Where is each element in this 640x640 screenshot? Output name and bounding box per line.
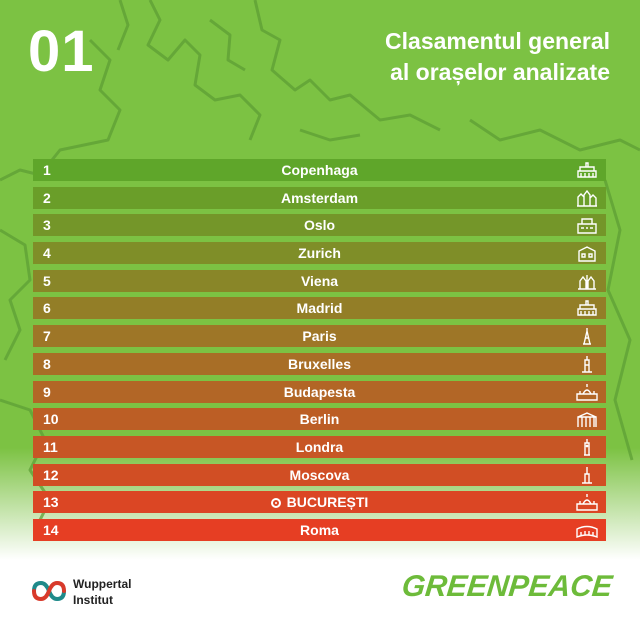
rank-number: 8 bbox=[43, 355, 51, 372]
eiffel-tower-icon bbox=[583, 328, 591, 345]
brandenburg-gate-icon bbox=[577, 412, 597, 428]
ranking-row: 12 Moscova bbox=[33, 463, 606, 486]
rank-number: 2 bbox=[43, 189, 51, 206]
city-name-cell: Budapesta bbox=[33, 384, 606, 400]
city-name-cell: Bruxelles bbox=[33, 356, 606, 372]
city-name-cell: Berlin bbox=[33, 411, 606, 427]
canal-houses-icon bbox=[577, 189, 597, 207]
ranking-row: 4 Zurich bbox=[33, 242, 606, 265]
ranking-row: 8 Bruxelles bbox=[33, 352, 606, 375]
city-name-cell: Roma bbox=[33, 522, 606, 538]
wuppertal-name: Wuppertal bbox=[73, 577, 132, 591]
rank-number: 6 bbox=[43, 300, 51, 317]
rank-number: 10 bbox=[43, 411, 59, 428]
city-name: Viena bbox=[300, 272, 339, 289]
rank-number: 11 bbox=[43, 438, 58, 455]
city-name: Copenhaga bbox=[281, 162, 358, 178]
ranking-table: 1 Copenhaga 2 Amsterdam 3 Oslo 4 Zurich 5 Viena 6 M… bbox=[33, 159, 606, 547]
footer bbox=[0, 560, 640, 640]
city-name-cell: Londra bbox=[33, 439, 606, 455]
ranking-row: 11 Londra bbox=[33, 435, 606, 458]
city-name: Londra bbox=[295, 438, 344, 455]
city-name-cell: Amsterdam bbox=[33, 190, 606, 206]
city-name-cell: BUCUREȘTI bbox=[33, 494, 606, 510]
title-line-2: al orașelor analizate bbox=[390, 59, 610, 85]
ranking-row: 2 Amsterdam bbox=[33, 186, 606, 209]
ranking-row: 9 Budapesta bbox=[33, 380, 606, 403]
rank-number: 5 bbox=[43, 272, 51, 289]
city-name-cell: Copenhaga bbox=[33, 162, 606, 178]
palace-icon bbox=[577, 300, 597, 317]
city-name: Bruxelles bbox=[287, 355, 352, 372]
rank-number: 13 bbox=[43, 494, 59, 511]
wuppertal-logo-icon bbox=[32, 580, 66, 602]
europe-map-outline bbox=[0, 0, 640, 531]
city-hall-icon bbox=[577, 218, 597, 235]
ranking-row: 1 Copenhaga bbox=[33, 159, 606, 181]
greenpeace-logo: GREENPEACE bbox=[400, 570, 614, 603]
city-name-cell: Paris bbox=[33, 328, 606, 344]
city-name: Zurich bbox=[298, 245, 341, 262]
rank-number: 1 bbox=[43, 162, 51, 178]
ranking-row: 14 Roma bbox=[33, 518, 606, 541]
city-name: Amsterdam bbox=[280, 189, 359, 206]
city-name: Madrid bbox=[296, 300, 343, 317]
title-line-1: Clasamentul general bbox=[385, 28, 610, 54]
spire-icon bbox=[582, 466, 592, 484]
rank-number: 14 bbox=[43, 521, 59, 538]
rank-number: 9 bbox=[43, 383, 51, 400]
rank-number: 12 bbox=[43, 466, 59, 483]
city-name: Budapesta bbox=[283, 383, 356, 400]
city-name-cell: Madrid bbox=[33, 300, 606, 316]
palace-icon bbox=[577, 162, 597, 178]
rank-number: 4 bbox=[43, 245, 51, 262]
colosseum-icon bbox=[576, 525, 598, 538]
city-name: Oslo bbox=[303, 217, 336, 234]
cathedral-icon bbox=[578, 274, 596, 290]
city-name-cell: Oslo bbox=[33, 217, 606, 233]
tower-icon bbox=[582, 355, 592, 373]
city-name-cell: Viena bbox=[33, 273, 606, 289]
wuppertal-institut: Institut bbox=[73, 593, 113, 607]
big-ben-icon bbox=[584, 438, 590, 456]
city-name: Paris bbox=[302, 328, 337, 345]
city-name: BUCUREȘTI bbox=[286, 494, 369, 511]
ranking-row: 5 Viena bbox=[33, 269, 606, 292]
location-pin-icon bbox=[270, 498, 281, 509]
page-title: Clasamentul general al orașelor analizat… bbox=[290, 26, 610, 88]
page-number: 01 bbox=[28, 19, 95, 84]
ranking-row: 10 Berlin bbox=[33, 408, 606, 431]
rank-number: 7 bbox=[43, 328, 51, 345]
building-icon bbox=[578, 246, 596, 262]
ranking-row: 6 Madrid bbox=[33, 297, 606, 320]
parliament-icon bbox=[576, 494, 598, 511]
wuppertal-logo: Wuppertal Institut bbox=[30, 575, 150, 615]
parliament-icon bbox=[576, 383, 598, 401]
city-name: Berlin bbox=[299, 411, 340, 428]
city-name-cell: Moscova bbox=[33, 467, 606, 483]
city-name: Moscova bbox=[289, 466, 350, 483]
city-name-cell: Zurich bbox=[33, 245, 606, 261]
rank-number: 3 bbox=[43, 217, 51, 234]
ranking-row: 13 BUCUREȘTI bbox=[33, 491, 606, 514]
ranking-row: 3 Oslo bbox=[33, 214, 606, 237]
ranking-row: 7 Paris bbox=[33, 325, 606, 348]
city-name: Roma bbox=[300, 521, 339, 538]
